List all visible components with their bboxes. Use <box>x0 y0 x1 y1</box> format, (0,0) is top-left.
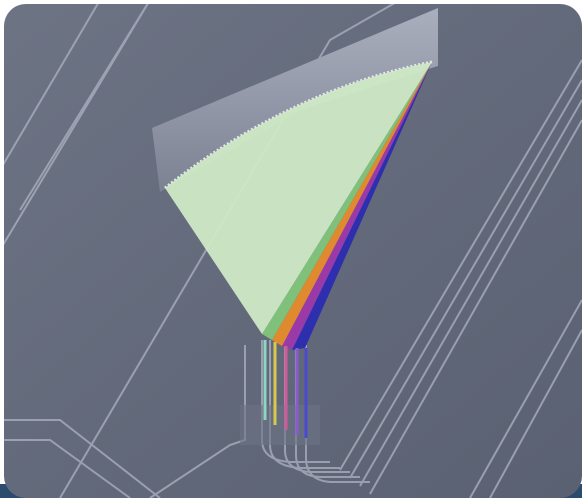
taper-region <box>240 405 320 445</box>
fan-region <box>165 62 432 334</box>
grating <box>152 8 438 192</box>
beam-purple <box>282 62 432 350</box>
output-channels <box>263 340 308 438</box>
beam-green <box>262 62 432 340</box>
beam-orange <box>272 62 432 346</box>
